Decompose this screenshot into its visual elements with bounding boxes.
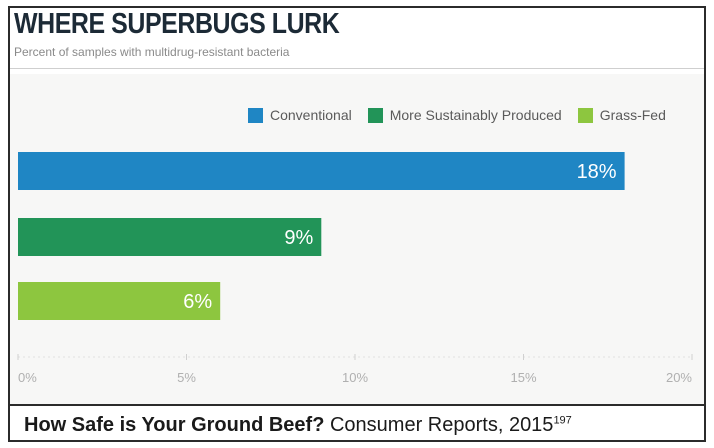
bar-value-label-1: 18%	[577, 161, 617, 183]
legend-item-conventional: Conventional	[248, 107, 352, 123]
legend-label-conventional: Conventional	[270, 107, 352, 123]
bar-1	[18, 152, 625, 190]
bar-value-label-2: 9%	[284, 227, 313, 249]
legend-swatch-grass-fed	[577, 107, 593, 123]
x-tick-label-1: 0%	[18, 370, 37, 385]
legend-label-grass-fed: Grass-Fed	[599, 107, 666, 123]
legend-swatch-conventional	[248, 107, 263, 123]
caption-title: How Safe is Your Ground Beef?	[24, 414, 325, 436]
chart-legend: Conventional More Sustainably Produced G…	[248, 106, 682, 124]
legend-label-sustainable: More Sustainably Produced	[389, 107, 562, 123]
header-divider	[10, 68, 704, 69]
x-tick-label-2: 5%	[177, 370, 196, 385]
legend-swatch-sustainable	[367, 107, 383, 123]
x-tick-label-5: 20%	[666, 370, 692, 385]
chart-frame: WHERE SUPERBUGS LURK Percent of samples …	[8, 6, 706, 442]
source-caption: How Safe is Your Ground Beef? Consumer R…	[24, 414, 572, 437]
legend-item-grass-fed: Grass-Fed	[577, 107, 666, 123]
bar-3	[18, 282, 221, 320]
bar-2	[18, 218, 322, 256]
bar-value-label-3: 6%	[183, 291, 212, 313]
chart-subtitle: Percent of samples with multidrug-resist…	[14, 45, 290, 59]
bar-chart: 18% 9% 6% 0% 5% 10% 15% 20%	[17, 152, 693, 385]
caption-source: Consumer Reports, 2015	[329, 414, 554, 436]
chart-title: WHERE SUPERBUGS LURK	[14, 8, 340, 40]
x-tick-label-4: 15%	[510, 370, 536, 385]
x-tick-label-3: 10%	[342, 370, 368, 385]
legend-item-sustainable: More Sustainably Produced	[367, 107, 562, 123]
chart-header: WHERE SUPERBUGS LURK Percent of samples …	[10, 8, 704, 74]
caption-footnote: 197	[553, 414, 572, 427]
caption-bar: How Safe is Your Ground Beef? Consumer R…	[10, 404, 704, 440]
